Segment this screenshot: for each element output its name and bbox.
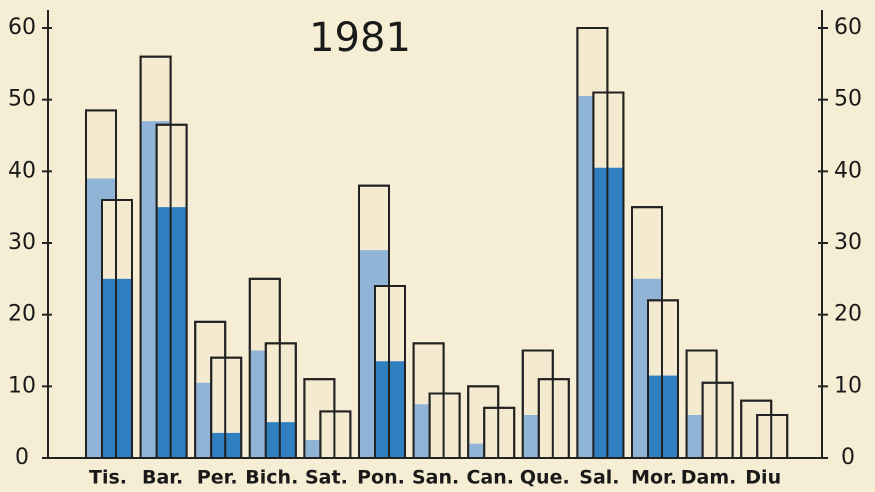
chart-title: 1981 xyxy=(309,15,411,61)
x-tick-label: Diu xyxy=(745,467,781,489)
x-tick-label: Sal. xyxy=(579,467,619,489)
y-tick-label: 10 xyxy=(8,373,36,398)
y-tick-label: 0 xyxy=(15,445,29,470)
x-tick-label: Dam. xyxy=(681,467,737,489)
x-tick-label: Mor. xyxy=(631,467,677,489)
y-tick-label: 30 xyxy=(8,230,36,255)
y-tick-label: 50 xyxy=(8,87,36,112)
x-tick-label: Sat. xyxy=(305,467,348,489)
y2-tick-label: 20 xyxy=(834,302,862,327)
y-tick-label: 40 xyxy=(8,158,36,183)
y2-tick-label: 10 xyxy=(834,373,862,398)
x-tick-label: Can. xyxy=(466,467,514,489)
y2-tick-label: 40 xyxy=(834,158,862,183)
y2-tick-label: 30 xyxy=(834,230,862,255)
x-tick-label: Per. xyxy=(197,467,238,489)
x-tick-label: Tis. xyxy=(89,467,127,489)
x-tick-label: Bar. xyxy=(142,467,183,489)
y2-tick-label: 60 xyxy=(834,15,862,40)
x-tick-label: San. xyxy=(412,467,459,489)
y-tick-label: 60 xyxy=(8,15,36,40)
x-tick-label: Que. xyxy=(520,467,570,489)
x-tick-label: Pon. xyxy=(357,467,405,489)
x-tick-label: Bich. xyxy=(245,467,298,489)
y-tick-label: 20 xyxy=(8,302,36,327)
y2-tick-label: 50 xyxy=(834,87,862,112)
y2-tick-label: 0 xyxy=(841,445,855,470)
